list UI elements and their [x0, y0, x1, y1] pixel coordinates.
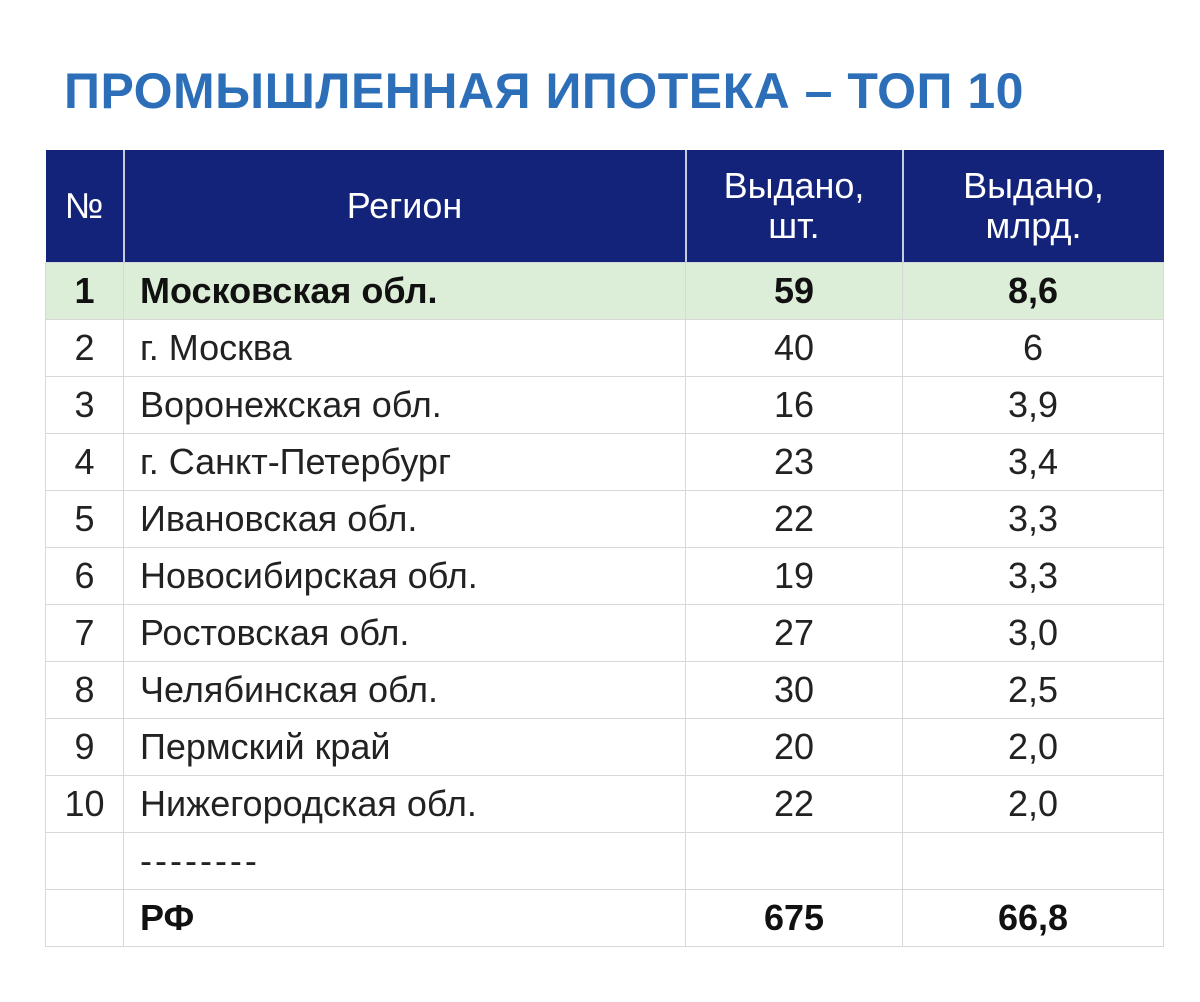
separator-row: --------: [45, 832, 1164, 890]
cell-region: Московская обл.: [123, 262, 686, 320]
cell-number: 2: [45, 319, 124, 377]
table-row: 3 Воронежская обл. 16 3,9: [45, 376, 1164, 434]
cell-region: Воронежская обл.: [123, 376, 686, 434]
cell-number: 7: [45, 604, 124, 662]
header-number: №: [45, 150, 124, 263]
top10-table: № Регион Выдано, шт. Выдано, млрд. 1 Москов…: [45, 150, 1164, 947]
cell-number: 3: [45, 376, 124, 434]
table-row: 4 г. Санкт-Петербург 23 3,4: [45, 433, 1164, 491]
table-row: 8 Челябинская обл. 30 2,5: [45, 661, 1164, 719]
total-amount: 66,8: [902, 889, 1164, 947]
cell-region: Новосибирская обл.: [123, 547, 686, 605]
cell-amount: 3,9: [902, 376, 1164, 434]
cell-count: 16: [685, 376, 903, 434]
cell-count: 40: [685, 319, 903, 377]
cell-count: 19: [685, 547, 903, 605]
cell-amount: 3,4: [902, 433, 1164, 491]
cell-number: 9: [45, 718, 124, 776]
cell-number: 6: [45, 547, 124, 605]
cell-number: 10: [45, 775, 124, 833]
table-header-row: № Регион Выдано, шт. Выдано, млрд.: [45, 150, 1164, 263]
cell-count: 20: [685, 718, 903, 776]
cell-number: 8: [45, 661, 124, 719]
header-amount: Выдано, млрд.: [901, 150, 1164, 263]
cell-amount: 2,5: [902, 661, 1164, 719]
table-row: 5 Ивановская обл. 22 3,3: [45, 490, 1164, 548]
cell-amount: 3,3: [902, 547, 1164, 605]
total-region: РФ: [123, 889, 686, 947]
cell-region: Ростовская обл.: [123, 604, 686, 662]
cell-amount: 6: [902, 319, 1164, 377]
table-row: 2 г. Москва 40 6: [45, 319, 1164, 377]
cell-amount: 2,0: [902, 775, 1164, 833]
cell-count: 22: [685, 490, 903, 548]
cell-count: 30: [685, 661, 903, 719]
header-region: Регион: [122, 150, 686, 263]
cell-region: Нижегородская обл.: [123, 775, 686, 833]
cell-empty: [45, 889, 124, 947]
separator-text: --------: [123, 832, 686, 890]
cell-amount: 2,0: [902, 718, 1164, 776]
cell-number: 4: [45, 433, 124, 491]
cell-region: Челябинская обл.: [123, 661, 686, 719]
header-count: Выдано, шт.: [684, 150, 903, 263]
cell-empty: [45, 832, 124, 890]
cell-amount: 8,6: [902, 262, 1164, 320]
cell-count: 22: [685, 775, 903, 833]
table-row: 6 Новосибирская обл. 19 3,3: [45, 547, 1164, 605]
table-row: 9 Пермский край 20 2,0: [45, 718, 1164, 776]
cell-amount: 3,3: [902, 490, 1164, 548]
total-count: 675: [685, 889, 903, 947]
cell-region: Ивановская обл.: [123, 490, 686, 548]
cell-empty: [902, 832, 1164, 890]
cell-count: 23: [685, 433, 903, 491]
cell-number: 5: [45, 490, 124, 548]
cell-region: Пермский край: [123, 718, 686, 776]
cell-region: г. Санкт-Петербург: [123, 433, 686, 491]
table-row: 1 Московская обл. 59 8,6: [45, 262, 1164, 320]
cell-amount: 3,0: [902, 604, 1164, 662]
cell-region: г. Москва: [123, 319, 686, 377]
total-row: РФ 675 66,8: [45, 889, 1164, 947]
table-row: 7 Ростовская обл. 27 3,0: [45, 604, 1164, 662]
cell-empty: [685, 832, 903, 890]
cell-number: 1: [45, 262, 124, 320]
table-row: 10 Нижегородская обл. 22 2,0: [45, 775, 1164, 833]
cell-count: 27: [685, 604, 903, 662]
page-title: ПРОМЫШЛЕННАЯ ИПОТЕКА – ТОП 10: [64, 63, 1024, 119]
cell-count: 59: [685, 262, 903, 320]
